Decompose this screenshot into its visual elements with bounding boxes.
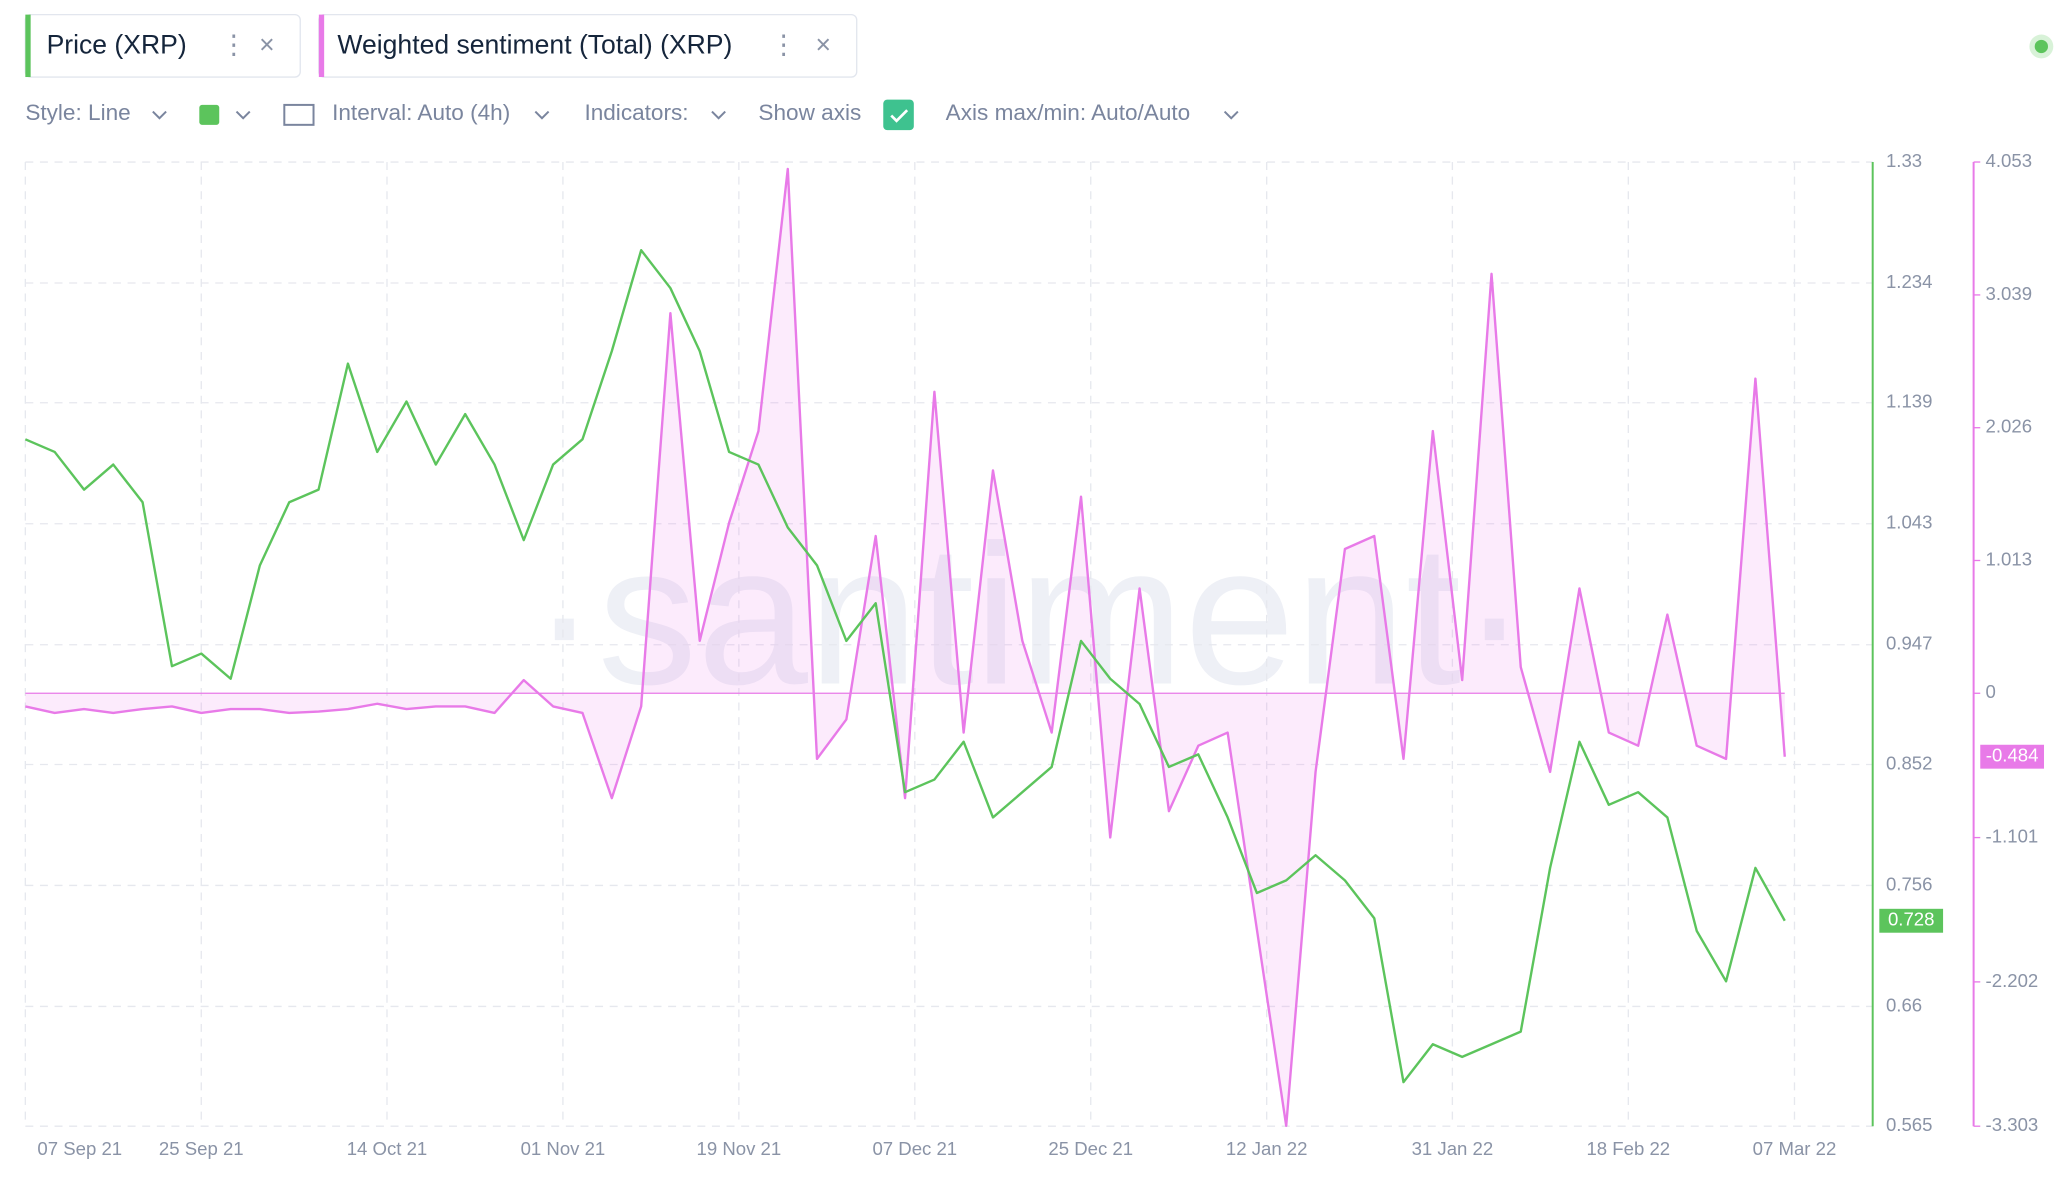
y2-tick-label: 2.026 [1986, 416, 2033, 437]
y-tick-label: 1.043 [1886, 512, 1933, 533]
series-line [25, 167, 1786, 1128]
svg-text:⋮: ⋮ [770, 29, 797, 59]
x-tick-label: 12 Jan 22 [1226, 1138, 1308, 1159]
metric-tab[interactable]: Price (XRP) ⋮ × [24, 13, 301, 78]
indicators-select[interactable]: Indicators: [584, 100, 688, 125]
last-value-badge [1879, 908, 1944, 933]
style-select[interactable]: Style: Line [25, 100, 130, 125]
x-tick-label: 01 Nov 21 [521, 1138, 606, 1159]
x-tick-label: 14 Oct 21 [347, 1138, 428, 1159]
y-tick-label: 0.66 [1886, 994, 1922, 1015]
show-axis-checkbox[interactable] [883, 99, 914, 131]
x-tick-label: 07 Mar 22 [1753, 1138, 1837, 1159]
svg-text:×: × [816, 29, 832, 59]
y2-tick-label: -1.101 [1986, 825, 2039, 846]
last-value-label: -0.484 [1986, 745, 2039, 766]
x-tick-label: 31 Jan 22 [1412, 1138, 1494, 1159]
x-tick-label: 25 Dec 21 [1048, 1138, 1133, 1159]
x-tick-label: 07 Sep 21 [37, 1138, 122, 1159]
series-line [24, 249, 1786, 1084]
y-tick-label: 1.234 [1886, 271, 1933, 292]
sentiment-area [25, 168, 1785, 1126]
svg-text:⋮: ⋮ [221, 29, 248, 59]
y-tick-label: 0.852 [1886, 752, 1933, 773]
x-tick-label: 19 Nov 21 [697, 1138, 782, 1159]
y-tick-label: 0.565 [1886, 1114, 1933, 1135]
y2-tick-label: 4.053 [1986, 150, 2033, 171]
y-tick-label: 0.947 [1886, 633, 1933, 654]
axis-range-select[interactable]: Axis max/min: Auto/Auto [946, 100, 1191, 125]
y2-tick-label: -2.202 [1986, 970, 2039, 991]
metric-tab[interactable]: Weighted sentiment (Total) (XRP) ⋮ × [318, 13, 858, 78]
toolbar: Style: Line Interval: Auto (4h) Indicato… [25, 99, 1239, 131]
y2-tick-label: 1.013 [1986, 548, 2033, 569]
y-tick-label: 0.756 [1886, 873, 1933, 894]
y2-tick-label: 3.039 [1986, 283, 2033, 304]
x-tick-label: 07 Dec 21 [872, 1138, 957, 1159]
tab-label: Weighted sentiment (Total) (XRP) [337, 29, 732, 59]
y-tick-label: 1.33 [1886, 150, 1922, 171]
show-axis-label: Show axis [758, 100, 861, 125]
last-value-badge [1980, 744, 2045, 769]
color-select[interactable] [199, 104, 220, 125]
interval-select[interactable]: Interval: Auto (4h) [332, 100, 510, 125]
x-tick-label: 18 Feb 22 [1586, 1138, 1670, 1159]
y2-tick-label: 0 [1986, 681, 1996, 702]
svg-text:×: × [259, 29, 275, 59]
x-tick-label: 25 Sep 21 [159, 1138, 244, 1159]
y2-tick-label: -3.303 [1986, 1114, 2039, 1135]
last-value-label: 0.728 [1888, 909, 1935, 930]
tab-label: Price (XRP) [47, 29, 187, 59]
y-tick-label: 1.139 [1886, 391, 1933, 412]
